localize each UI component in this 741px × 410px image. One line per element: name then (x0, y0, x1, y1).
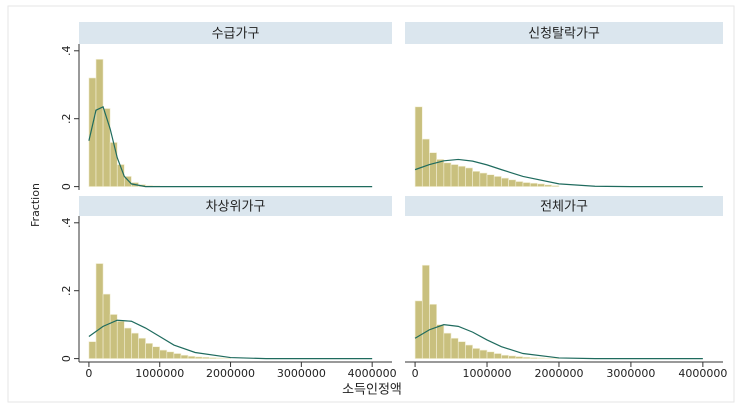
y-axis-label: Fraction (29, 183, 42, 227)
y-tick-label: .4 (60, 218, 73, 229)
x-tick-label: 3000000 (277, 367, 326, 380)
density-line (414, 324, 703, 360)
histogram-bar (414, 300, 423, 359)
panel-header (79, 22, 392, 44)
panel-title: 신청탈락가구 (528, 27, 600, 42)
histogram-bar (529, 357, 538, 359)
x-tick-label: 2000000 (206, 367, 255, 380)
x-tick-label: 0 (85, 367, 92, 380)
histogram-bar (501, 354, 509, 359)
histogram-bar (537, 183, 545, 187)
histogram-bar (450, 164, 459, 187)
histogram-bar (515, 181, 524, 187)
histogram-bar (124, 176, 132, 187)
y-tick-label: .2 (60, 113, 73, 124)
x-tick-label: 1000000 (135, 367, 184, 380)
histogram-bar (551, 185, 560, 187)
histogram-bar (124, 327, 132, 359)
panel-header (79, 196, 392, 216)
histogram-bar (436, 159, 445, 187)
y-tick-label: 0 (60, 183, 73, 190)
histogram-bar (116, 320, 125, 359)
histogram-bar (493, 176, 502, 187)
histogram-bar (421, 264, 430, 359)
histogram-bar (450, 337, 459, 359)
histogram-bar (194, 356, 203, 359)
histogram-bar (421, 138, 430, 187)
histogram-bar (138, 337, 146, 359)
y-tick-label: 0 (60, 355, 73, 362)
y-tick-label: .4 (60, 46, 73, 57)
x-tick-label: 3000000 (606, 367, 655, 380)
panel-title: 전체가구 (540, 200, 588, 215)
histogram-bar (131, 332, 139, 359)
density-line (88, 105, 373, 188)
histogram-bar (88, 77, 97, 187)
histogram-bar (457, 165, 466, 187)
x-tick-label: 4000000 (348, 367, 397, 380)
histogram-bar (515, 356, 524, 359)
histogram-bar (443, 162, 452, 187)
x-tick-label: 1000000 (463, 367, 512, 380)
panel-header (405, 22, 723, 44)
histogram-bar (472, 348, 481, 359)
x-axis-label: 소득인정액 (342, 383, 402, 398)
histogram-bar (201, 356, 210, 359)
histogram-bar (486, 351, 495, 359)
histogram-bar (95, 58, 104, 187)
y-tick-label: .2 (60, 285, 73, 296)
histogram-bar (436, 324, 445, 359)
histogram-bar (443, 332, 452, 359)
histogram-bar (429, 303, 437, 359)
histogram-bar (145, 343, 153, 359)
histogram-bar (173, 353, 182, 359)
histogram-bar (508, 179, 517, 187)
plot-area (79, 44, 392, 190)
histogram-bar (109, 142, 118, 187)
panel-title: 수급가구 (212, 27, 260, 42)
histogram-bar (501, 177, 509, 187)
histogram-bar (208, 357, 217, 359)
histogram-bar (102, 108, 111, 187)
histogram-bar (486, 174, 495, 187)
histogram-bar (479, 172, 488, 187)
histogram-bar (493, 353, 502, 359)
x-tick-label: 0 (412, 367, 419, 380)
histogram-bar (216, 357, 224, 359)
histogram-bar (414, 106, 423, 187)
histogram-bar (152, 346, 161, 359)
histogram-bar (95, 263, 104, 359)
histogram-bar (187, 355, 196, 359)
histogram-bar (465, 167, 473, 187)
histogram-bar (522, 182, 531, 187)
histogram-bar (479, 349, 488, 359)
histogram-bar (159, 349, 168, 359)
histogram-bar (508, 355, 517, 359)
histogram-bar (180, 354, 189, 359)
panel-header (405, 196, 723, 216)
histogram-bar (457, 341, 466, 359)
x-tick-label: 4000000 (678, 367, 727, 380)
histogram-bar (544, 184, 553, 187)
histogram-bar (537, 357, 545, 359)
x-tick-label: 2000000 (534, 367, 583, 380)
plot-area (405, 216, 723, 362)
histogram-bar (522, 356, 531, 359)
histogram-bar (465, 344, 473, 359)
histogram-bar (88, 341, 97, 359)
density-line (88, 319, 373, 360)
histogram-bar (166, 351, 175, 359)
histogram-bar (472, 171, 481, 187)
density-line (414, 158, 703, 188)
histogram-bar (529, 182, 538, 187)
histogram-bar (429, 152, 437, 187)
panel-title: 차상위가구 (206, 200, 266, 215)
